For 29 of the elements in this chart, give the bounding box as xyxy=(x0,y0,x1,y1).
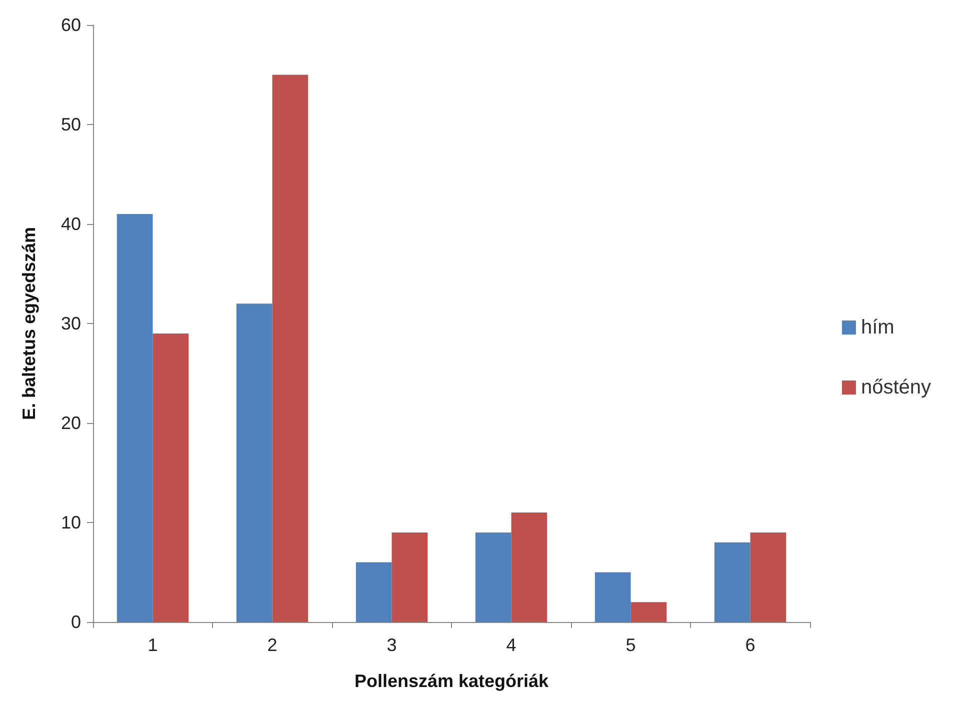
legend-label: hím xyxy=(860,316,894,338)
y-tick-label: 60 xyxy=(60,15,81,35)
bar xyxy=(511,512,548,622)
bar xyxy=(594,572,631,622)
legend-label: nőstény xyxy=(860,376,932,398)
x-tick-label: 2 xyxy=(267,635,278,655)
bar xyxy=(750,532,786,622)
x-tick-label: 3 xyxy=(386,635,397,655)
y-tick-label: 40 xyxy=(60,214,81,234)
y-tick-label: 30 xyxy=(60,314,81,334)
bar xyxy=(630,602,667,622)
bar xyxy=(272,74,308,622)
x-tick-label: 6 xyxy=(745,635,756,655)
y-tick-label: 10 xyxy=(60,512,81,532)
x-tick-label: 1 xyxy=(148,635,158,655)
y-tick-label: 50 xyxy=(60,114,81,134)
x-tick-label: 5 xyxy=(626,635,636,655)
bar xyxy=(392,532,428,622)
bar xyxy=(152,333,189,622)
bar xyxy=(475,532,512,622)
x-tick-label: 4 xyxy=(506,635,516,655)
bar xyxy=(116,214,153,622)
bar xyxy=(356,562,392,622)
bar xyxy=(236,304,272,622)
y-tick-label: 20 xyxy=(60,413,81,433)
y-tick-label: 0 xyxy=(70,612,81,632)
bar xyxy=(714,542,750,622)
y-axis-title: E. baltetus egyedszám xyxy=(19,226,39,420)
x-axis-title: Pollenszám kategóriák xyxy=(354,671,550,691)
